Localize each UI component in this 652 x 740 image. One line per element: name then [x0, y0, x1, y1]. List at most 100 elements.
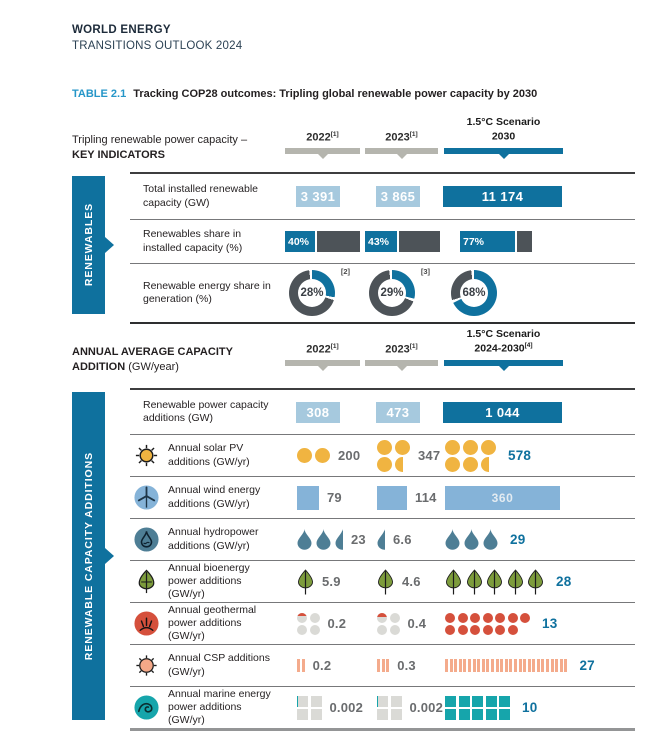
pictograph	[297, 612, 320, 635]
row-label: Annual marine energy power additions (GW…	[168, 687, 271, 727]
cell-scenario-2030: 77%	[443, 231, 635, 252]
row-label-cell: Annual wind energy additions (GW/yr)	[130, 482, 285, 513]
csp-tick-glyph	[449, 659, 453, 672]
dot-glyph	[520, 612, 530, 623]
value-box: 3 865	[376, 186, 420, 207]
glyph-grid	[377, 439, 410, 472]
solar-unit-glyph	[377, 439, 392, 455]
cell-scenario-2030: 360	[443, 485, 635, 510]
column-header-scenario: 1.5°C Scenario 2024-2030[4]	[444, 328, 563, 356]
report-brand: WORLD ENERGY TRANSITIONS OUTLOOK 2024	[72, 22, 242, 54]
key-indicators-table: Total installed renewable capacity (GW) 3…	[130, 172, 635, 324]
csp-tick-glyph	[495, 659, 499, 672]
cell-scenario-2030: 1 044	[443, 401, 635, 423]
table-row: Renewable power capacity additions (GW) 3…	[130, 390, 635, 435]
donut-chart: 28% [2]	[289, 267, 350, 316]
tick-row	[445, 659, 568, 672]
csp-tick-glyph	[536, 659, 540, 672]
partial-fill	[377, 612, 387, 617]
dot-glyph	[309, 624, 320, 635]
csp-tick-glyph	[555, 659, 559, 672]
row-label: Renewable power capacity additions (GW)	[143, 398, 269, 424]
cell-2022: 40%	[285, 231, 365, 252]
pictograph	[297, 568, 314, 595]
footnote-marker: [1]	[330, 131, 339, 139]
scenario-label-line2: 2030	[444, 130, 563, 144]
cell-2023: 0.002	[365, 695, 443, 720]
table-title: Tracking COP28 outcomes: Tripling global…	[133, 88, 538, 100]
csp-tick-glyph	[509, 659, 513, 672]
row-label-cell: Annual solar PV additions (GW/yr)	[130, 440, 285, 471]
column-header-2023: 2023[1]	[365, 343, 438, 356]
cell-value: 0.3	[397, 658, 416, 673]
square-glyph	[445, 695, 456, 707]
solar-unit-glyph	[445, 439, 460, 455]
glyph-row	[377, 624, 400, 635]
table-row: Annual marine energy power additions (GW…	[130, 687, 635, 731]
side-band-capacity-additions: RENEWABLE CAPACITY ADDITIONS	[72, 392, 105, 720]
row-label: Annual bioenergy power additions (GW/yr)	[168, 561, 250, 601]
column-underline-bar	[365, 359, 438, 366]
solar-unit-glyph	[481, 456, 489, 472]
section-heading-line2-text: KEY INDICATORS	[72, 148, 165, 161]
csp-tick-glyph	[381, 659, 385, 672]
section-heading-line1: ANNUAL AVERAGE CAPACITY	[72, 346, 233, 359]
dot-glyph	[507, 624, 518, 635]
cell-value: 28	[556, 574, 572, 589]
table-row: Annual hydropower additions (GW/yr) 23 6.6…	[130, 519, 635, 561]
cell-2023: 347	[365, 439, 443, 472]
cell-2022: 0.002	[285, 695, 365, 720]
square-glyph	[377, 695, 388, 707]
cell-2023: 3 865	[365, 186, 443, 207]
dot-glyph	[389, 624, 400, 635]
cell-value: 5.9	[322, 574, 341, 589]
csp-tick-glyph	[500, 659, 504, 672]
csp-tick-glyph	[550, 659, 554, 672]
cell-2022: 0.2	[285, 612, 365, 635]
tree-glyph	[297, 568, 314, 595]
square-glyph	[458, 708, 470, 720]
row-label: Annual CSP additions (GW/yr)	[168, 652, 270, 678]
glyph-grid	[445, 695, 510, 720]
scenario-label-line1: 1.5°C Scenario	[466, 116, 541, 128]
row-label-cell: Renewable energy share in generation (%)	[130, 278, 285, 309]
cell-scenario-2030: 28	[443, 568, 635, 595]
csp-tick-glyph	[463, 659, 467, 672]
remainder-segment	[399, 231, 440, 252]
cell-value: 27	[579, 658, 595, 673]
pictograph	[445, 695, 510, 720]
tick-row	[377, 659, 390, 672]
cell-2023: 4.6	[365, 568, 443, 595]
square-glyph	[310, 708, 322, 720]
dot-glyph	[470, 624, 480, 635]
square-glyph	[390, 708, 402, 720]
cell-value: 6.6	[393, 532, 412, 547]
footnote-marker: [1]	[330, 343, 339, 351]
table-row: Annual bioenergy power additions (GW/yr)…	[130, 561, 635, 603]
square-glyph	[472, 708, 483, 720]
pictograph	[297, 695, 322, 720]
water-drop-glyph	[377, 529, 385, 550]
glyph-grid	[445, 568, 544, 595]
side-band-renewables: RENEWABLES	[72, 176, 105, 314]
column-header-2022: 2022[1]	[285, 131, 360, 144]
table-row: Total installed renewable capacity (GW) 3…	[130, 174, 635, 220]
square-glyph	[499, 695, 510, 707]
glyph-row	[297, 695, 322, 707]
column-underline-bar	[285, 359, 360, 366]
glyph-row	[377, 456, 410, 472]
share-segment: 40%	[285, 231, 315, 252]
csp-tick-glyph	[477, 659, 481, 672]
cell-scenario-2030: 29	[443, 529, 635, 550]
cell-2023: 29% [3]	[365, 267, 443, 316]
section-header-capacity-addition: ANNUAL AVERAGE CAPACITY ADDITION (GW/yea…	[72, 328, 635, 375]
cell-value: 0.4	[407, 616, 427, 631]
scenario-label-line2: 2024-2030[4]	[444, 342, 563, 356]
donut-value: 68%	[460, 279, 488, 307]
column-2022: 2022[1]	[285, 131, 360, 163]
glyph-grid	[297, 448, 330, 463]
square-glyph	[310, 695, 322, 707]
solar-unit-glyph	[395, 456, 403, 472]
section-heading-line1: Tripling renewable power capacity –	[72, 134, 248, 147]
